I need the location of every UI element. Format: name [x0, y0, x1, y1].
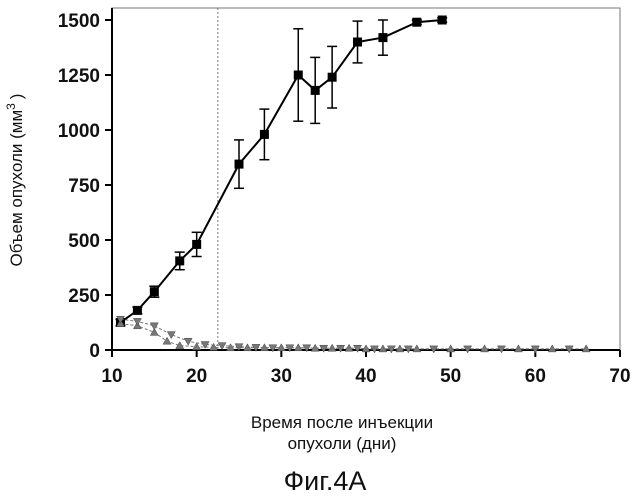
data-point — [353, 38, 362, 47]
data-point — [354, 345, 362, 352]
data-point — [133, 318, 141, 325]
series-triangle-down — [116, 316, 573, 353]
data-point — [294, 71, 303, 80]
x-tick-label: 20 — [186, 366, 207, 387]
x-tick-label: 50 — [440, 366, 461, 387]
x-ticks: 10 20 30 40 50 60 70 — [101, 350, 630, 387]
series-line — [120, 20, 442, 323]
x-axis-title-line1: Время после инъекции — [251, 413, 433, 432]
figure-caption: Фиг.4А — [284, 466, 367, 496]
x-tick-label: 40 — [355, 366, 376, 387]
axes — [112, 8, 620, 350]
y-tick-label: 0 — [89, 341, 100, 362]
y-tick-label: 250 — [68, 286, 100, 307]
data-point — [328, 73, 337, 82]
data-point — [438, 16, 447, 25]
y-axis-title: Объем опухоли (мм3) — [4, 94, 26, 267]
y-tick-label: 1500 — [58, 11, 100, 32]
x-tick-label: 30 — [271, 366, 292, 387]
series — [115, 16, 590, 353]
series-triangle-up — [116, 320, 590, 352]
data-point — [150, 323, 158, 330]
data-point — [175, 256, 184, 265]
data-point — [184, 338, 192, 345]
y-ticks: 0 250 500 750 1000 1250 1500 — [58, 11, 112, 362]
data-point — [378, 33, 387, 42]
y-tick-label: 750 — [68, 176, 100, 197]
x-tick-label: 10 — [101, 366, 122, 387]
data-point — [193, 343, 201, 350]
data-point — [235, 160, 244, 169]
series-square — [115, 16, 447, 328]
data-point — [311, 86, 320, 95]
data-point — [167, 332, 175, 339]
x-tick-label: 60 — [525, 366, 546, 387]
x-axis-title-line2: опухоли (дни) — [288, 434, 397, 453]
data-point — [133, 306, 142, 315]
data-point — [218, 343, 226, 350]
plot-frame — [112, 8, 620, 350]
y-tick-label: 1000 — [58, 121, 100, 142]
x-tick-label: 70 — [609, 366, 630, 387]
y-tick-label: 1250 — [58, 66, 100, 87]
y-tick-label: 500 — [68, 231, 100, 252]
data-point — [192, 240, 201, 249]
data-point — [412, 18, 421, 27]
data-point — [163, 337, 171, 344]
data-point — [150, 287, 159, 296]
data-point — [260, 130, 269, 139]
